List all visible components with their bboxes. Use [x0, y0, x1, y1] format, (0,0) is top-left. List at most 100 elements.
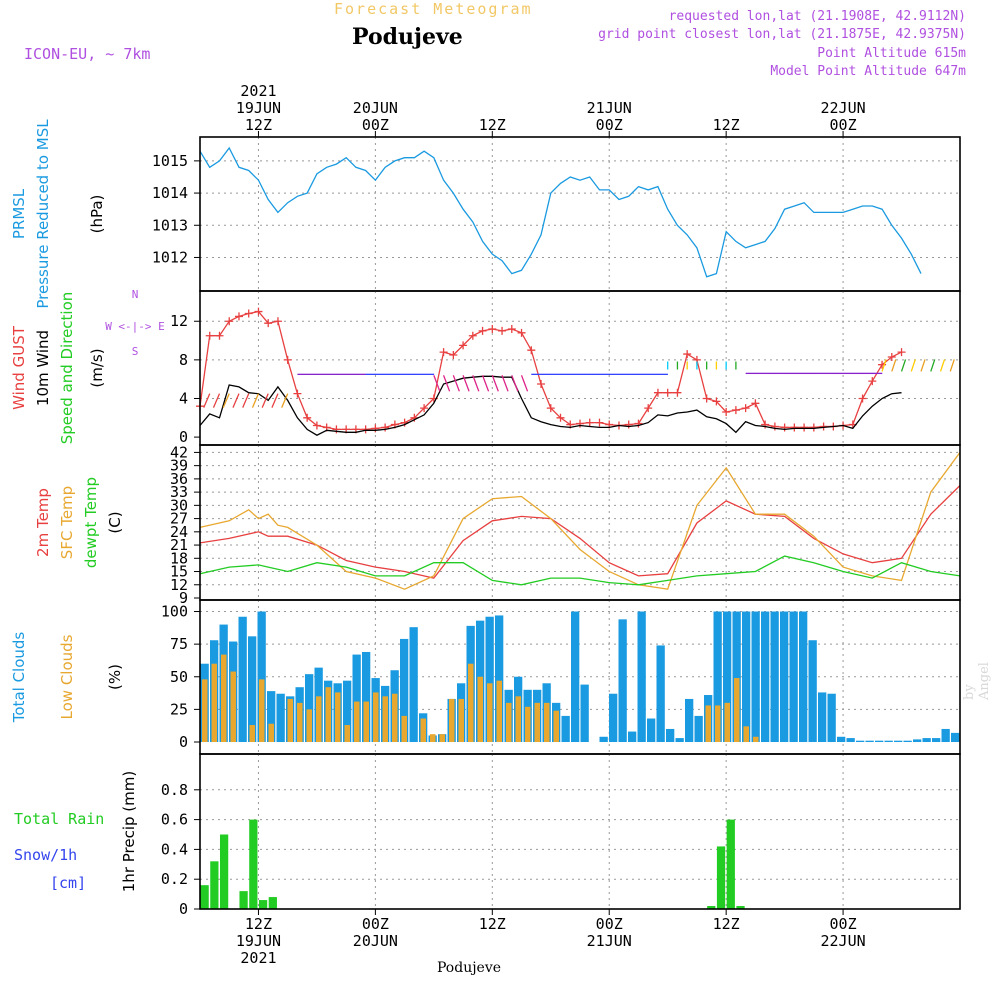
gust-marker	[858, 394, 867, 403]
total-cloud-bar	[580, 684, 589, 742]
precip-bar	[200, 885, 209, 909]
grid-point-location: grid point closest lon,lat (21.1875E, 42…	[598, 27, 966, 42]
total-cloud-bar	[637, 611, 646, 742]
precip-bar	[219, 834, 229, 909]
gust-marker	[722, 408, 731, 416]
bottom-time-label: 22JUN	[820, 932, 865, 950]
y-tick-label: 24	[170, 523, 188, 541]
y-tick-label: 100	[161, 603, 188, 621]
total-cloud-bar	[884, 740, 893, 742]
wind-arrow	[232, 393, 240, 408]
bottom-time-label: 12Z	[479, 915, 506, 933]
gust-marker	[361, 425, 370, 434]
total-cloud-bar	[485, 616, 494, 742]
precip-legend: [cm]	[50, 874, 86, 892]
gust-marker	[653, 388, 662, 397]
wind-arrow	[501, 375, 509, 392]
y-axis-label: PRMSL	[10, 188, 28, 239]
y-tick-label: 33	[170, 483, 188, 501]
top-time-label: 2021	[240, 82, 276, 100]
panel-frame	[199, 444, 961, 601]
total-cloud-bar	[267, 691, 276, 742]
y-tick-label: 15	[170, 563, 188, 581]
y-axis-label: 10m Wind	[34, 330, 52, 406]
low-cloud-bar	[534, 702, 540, 742]
low-cloud-bar	[354, 701, 360, 742]
gust-marker	[420, 404, 429, 413]
total-cloud-bar	[362, 651, 371, 742]
low-cloud-bar	[382, 696, 388, 742]
gust-marker	[546, 404, 555, 413]
gust-marker	[517, 328, 526, 337]
gust-marker	[712, 397, 721, 406]
low-cloud-bar	[743, 726, 749, 742]
bottom-time-label: 12Z	[713, 915, 740, 933]
bottom-time-label: 12Z	[245, 915, 272, 933]
panel-frame	[199, 753, 961, 910]
total-cloud-bar	[799, 611, 808, 742]
y-tick-label: 75	[170, 635, 188, 653]
gust-marker	[663, 388, 672, 397]
low-cloud-bar	[753, 736, 759, 742]
top-time-label: 19JUN	[236, 99, 281, 117]
series-line	[199, 146, 922, 278]
y-axis-label: Low Clouds	[58, 634, 76, 719]
top-time-label: 20JUN	[353, 99, 398, 117]
bottom-station-label: Podujeve	[437, 960, 501, 976]
point-altitude: Point Altitude 615m	[817, 46, 966, 61]
y-axis-label: (hPa)	[88, 195, 106, 234]
low-cloud-bar	[724, 702, 730, 742]
total-cloud-bar	[305, 674, 314, 742]
gust-marker	[488, 324, 497, 333]
total-cloud-bar	[818, 692, 827, 742]
y-tick-label: 1014	[152, 184, 188, 202]
total-cloud-bar	[837, 736, 846, 742]
y-axis-label: 1hr Precip (mm)	[120, 771, 138, 892]
total-cloud-bar	[789, 611, 798, 742]
total-cloud-bar	[922, 738, 931, 742]
total-cloud-bar	[875, 740, 884, 742]
gust-marker	[254, 307, 263, 316]
wind-arrow	[939, 359, 946, 372]
panel-clouds: 0 25 50 75 100 Total Clouds Low Clouds (%)	[10, 599, 961, 755]
gust-marker	[887, 352, 896, 361]
panel-precip: 0 0.2 0.4 0.6 0.8 1hr Precip (mm) Total Rain Sn…	[14, 753, 961, 918]
total-cloud-bar	[761, 611, 770, 742]
low-cloud-bar	[297, 702, 303, 742]
total-cloud-bar	[495, 615, 504, 742]
wind-arrow	[442, 375, 451, 392]
precip-bar	[726, 819, 735, 909]
y-axis-label: dewpt Temp	[82, 477, 100, 568]
y-tick-label: 1015	[152, 152, 188, 170]
gust-marker	[585, 418, 594, 427]
low-cloud-bar	[525, 706, 531, 742]
gust-marker	[332, 425, 341, 434]
low-cloud-bar	[316, 696, 322, 742]
wind-arrow	[920, 359, 926, 372]
gust-marker	[283, 355, 292, 364]
wind-arrow	[251, 393, 260, 408]
total-cloud-bar	[742, 611, 751, 742]
low-cloud-bar	[259, 679, 265, 742]
total-cloud-bar	[732, 611, 741, 742]
low-cloud-bar	[506, 702, 512, 742]
total-cloud-bar	[932, 738, 941, 742]
wind-arrow	[481, 375, 490, 392]
wind-arrow	[452, 375, 460, 392]
y-tick-label: 21	[170, 536, 188, 554]
precip-bar	[239, 891, 248, 909]
wind-arrow	[930, 359, 936, 372]
wind-arrow	[472, 375, 480, 392]
bottom-time-label: 19JUN	[236, 932, 281, 950]
total-cloud-bar	[941, 728, 950, 742]
gust-marker	[809, 423, 818, 432]
gust-marker	[459, 341, 468, 350]
total-cloud-bar	[865, 740, 874, 742]
y-tick-label: 36	[170, 470, 188, 488]
bottom-time-label: 00Z	[830, 915, 857, 933]
total-cloud-bar	[276, 693, 285, 742]
gust-marker	[498, 326, 507, 335]
precip-bar	[210, 861, 219, 909]
model-point-altitude: Model Point Altitude 647m	[770, 64, 966, 79]
gust-marker	[439, 348, 448, 357]
